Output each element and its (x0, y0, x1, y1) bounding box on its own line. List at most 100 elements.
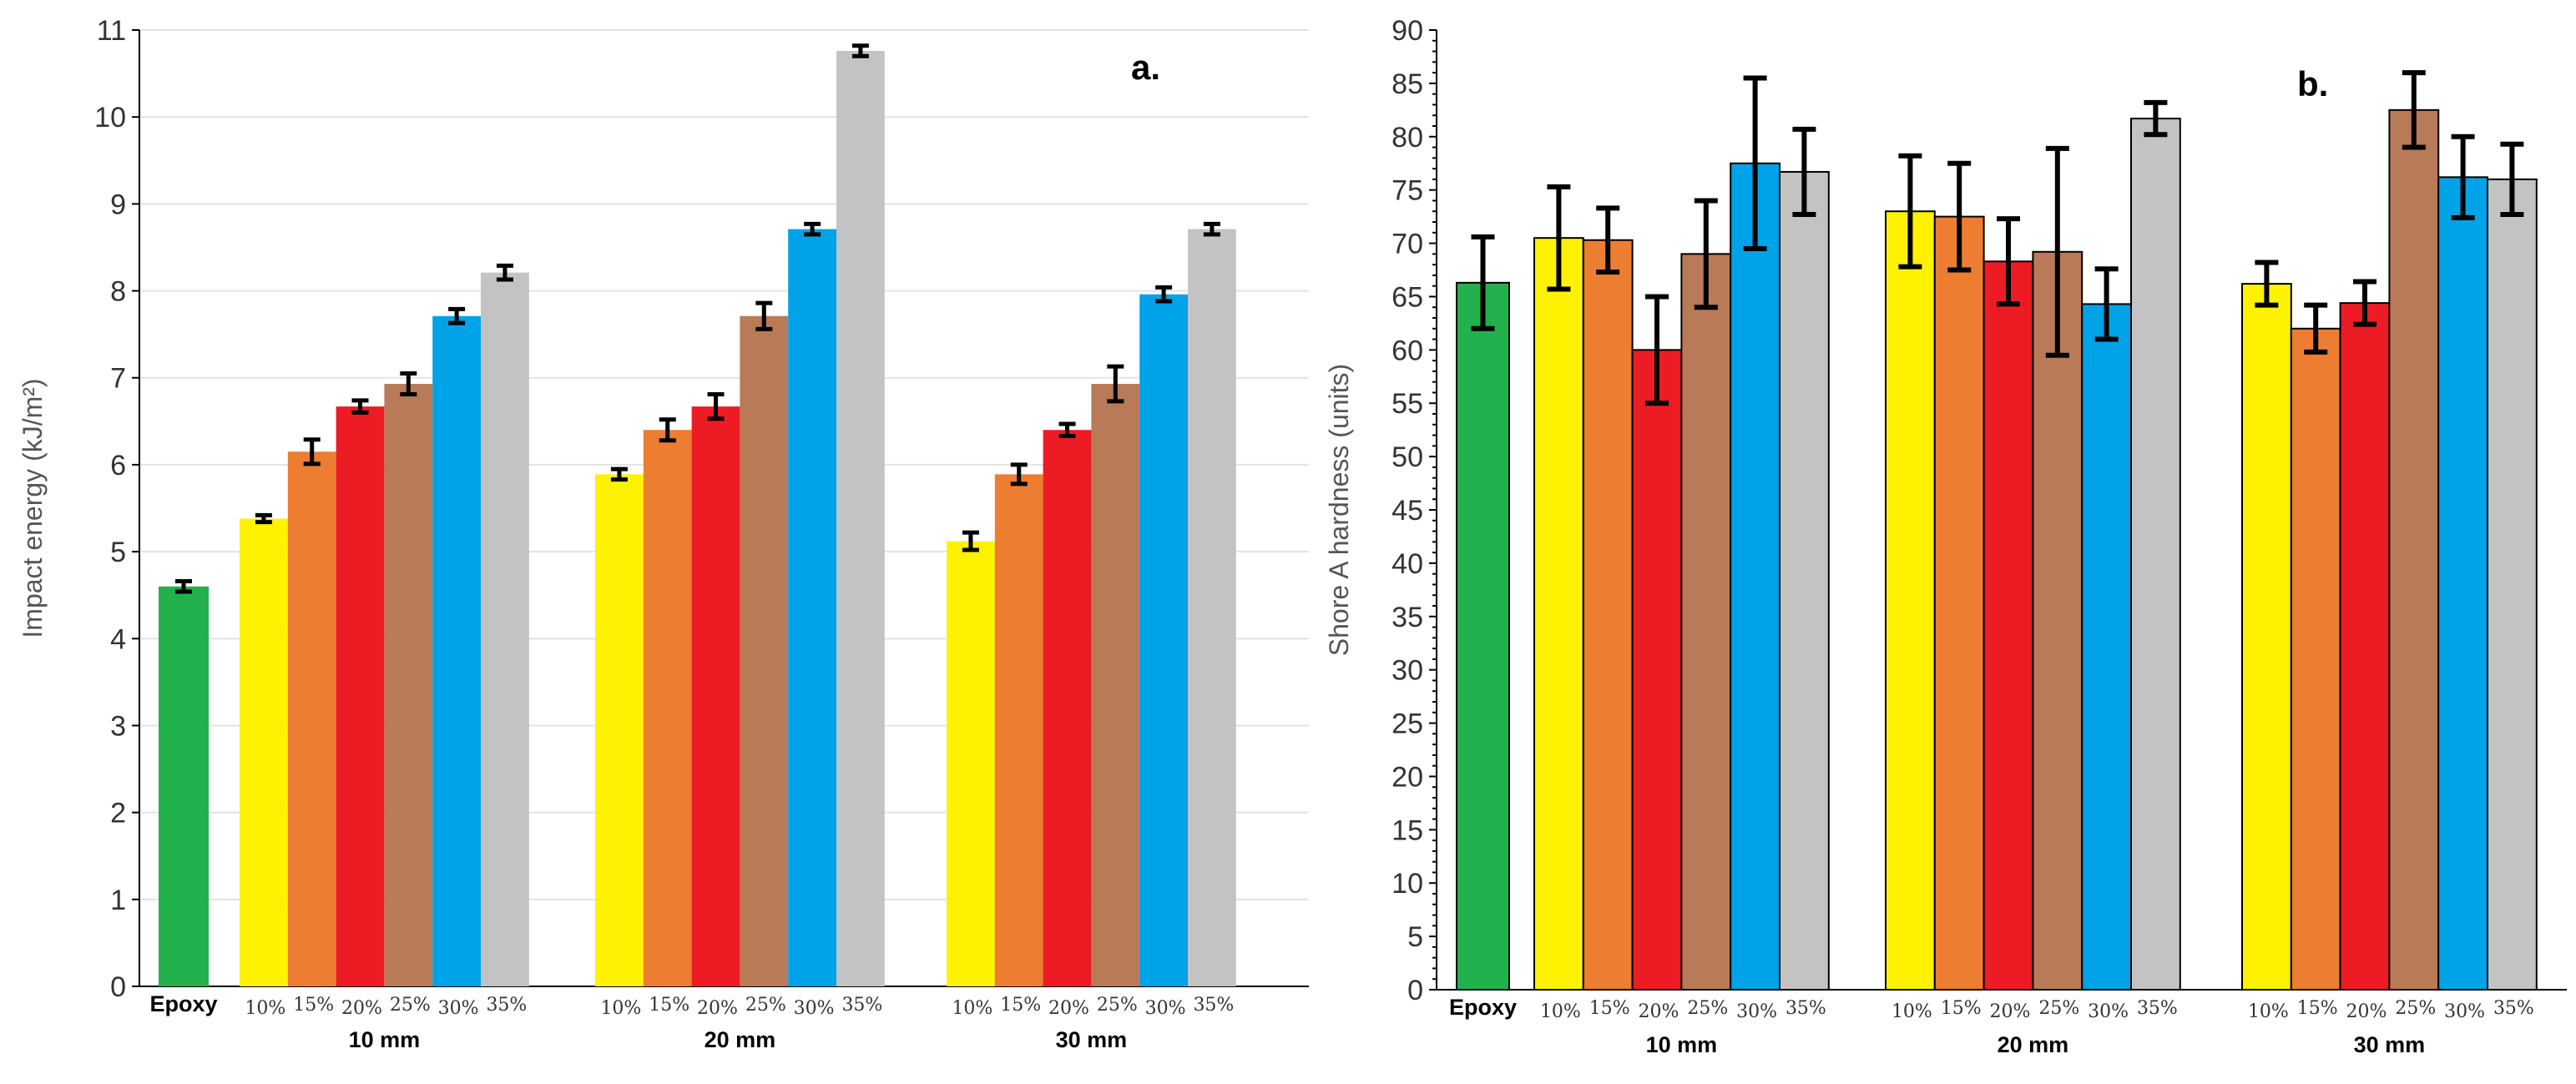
bar-10mm-20pct (336, 406, 385, 986)
percent-label: 25% (2038, 998, 2079, 1019)
percent-label: 35% (2493, 998, 2534, 1019)
percent-label: 30% (2088, 1001, 2129, 1022)
percent-label: 30% (438, 998, 479, 1019)
group-label: 10 mm (1646, 1032, 1718, 1057)
bar-epoxy (1456, 281, 1510, 991)
percent-label: 20% (697, 998, 738, 1019)
bar-10mm-10pct (1533, 237, 1584, 991)
bar-20mm-10pct (595, 474, 644, 986)
y-tick-label: 1 (110, 885, 126, 916)
bar-30mm-15pct (2290, 327, 2341, 991)
bar-30mm-10pct (947, 541, 995, 986)
y-tick-label: 45 (1392, 495, 1423, 527)
percent-label: 15% (2297, 998, 2338, 1019)
percent-label: 25% (1097, 995, 1138, 1016)
y-axis-title: Impact energy (kJ/m²) (18, 378, 48, 638)
y-tick-label: 75 (1392, 175, 1423, 207)
category-label-epoxy: Epoxy (1449, 995, 1517, 1020)
bar-30mm-35pct (1188, 229, 1236, 986)
y-axis-title: Shore A hardness (units) (1324, 364, 1354, 656)
y-tick-label: 10 (1392, 868, 1423, 900)
y-tick-label: 3 (110, 710, 126, 742)
bar-30mm-25pct (1091, 384, 1140, 986)
y-tick-label: 60 (1392, 335, 1423, 366)
bar-30mm-30pct (2437, 176, 2488, 991)
y-tick-label: 0 (110, 971, 126, 1003)
percent-label: 20% (1639, 1001, 1679, 1022)
percent-label: 10% (1892, 1001, 1932, 1022)
percent-label: 15% (1589, 998, 1630, 1019)
y-tick-label: 2 (110, 798, 126, 829)
bar-30mm-15pct (994, 474, 1043, 986)
percent-label: 10% (952, 998, 993, 1019)
bar-10mm-30pct (432, 315, 481, 986)
percent-label: 30% (1145, 998, 1186, 1019)
bar-10mm-25pct (1680, 253, 1732, 991)
percent-label: 25% (1687, 998, 1728, 1019)
y-tick-label: 50 (1392, 441, 1423, 473)
percent-label: 10% (245, 998, 285, 1019)
bar-20mm-30pct (788, 229, 836, 986)
y-tick-label: 10 (94, 102, 126, 134)
percent-label: 30% (2444, 1001, 2485, 1022)
y-tick-label: 65 (1392, 281, 1423, 313)
group-label: 10 mm (349, 1027, 421, 1052)
chart-panel-b: 0 5 10 15 20 25 30 35 40 45 50 55 60 65 70 75 80 85 90 Shor… (1324, 15, 2567, 1057)
y-tick-label: 9 (110, 189, 126, 220)
percent-label: 15% (1941, 998, 1982, 1019)
bar-10mm-15pct (1582, 239, 1634, 991)
bar-20mm-15pct (643, 430, 692, 986)
percent-label: 15% (1000, 995, 1041, 1016)
bar-20mm-25pct (2032, 250, 2084, 991)
percent-label: 35% (1193, 995, 1234, 1016)
percent-label: 10% (1540, 1001, 1581, 1022)
bar-30mm-30pct (1139, 294, 1188, 986)
bar-10mm-25pct (384, 384, 433, 986)
y-tick-label: 5 (1407, 921, 1423, 953)
y-tick-label: 7 (110, 363, 126, 395)
bar-10mm-15pct (287, 451, 336, 986)
percent-label: 25% (745, 995, 786, 1016)
group-label: 30 mm (2354, 1032, 2426, 1057)
percent-label: 35% (2137, 998, 2178, 1019)
panel-label: a. (1131, 48, 1160, 87)
y-tick-label: 85 (1392, 68, 1423, 100)
bar-20mm-20pct (691, 406, 740, 986)
y-tick-label: 5 (110, 537, 126, 568)
bar-20mm-35pct (2130, 118, 2181, 991)
y-tick-label: 40 (1392, 548, 1423, 580)
percent-label: 35% (841, 995, 882, 1016)
y-tick-label: 55 (1392, 388, 1423, 420)
bar-10mm-30pct (1730, 162, 1780, 991)
y-tick-label: 0 (1407, 975, 1423, 1006)
percent-label: 15% (649, 995, 689, 1016)
bar-10mm-35pct (481, 272, 529, 987)
percent-label: 35% (1786, 998, 1826, 1019)
group-label: 30 mm (1056, 1027, 1128, 1052)
percent-label: 35% (486, 995, 527, 1016)
bar-30mm-20pct (1043, 430, 1092, 986)
percent-label: 25% (390, 995, 431, 1016)
panel-label: b. (2297, 64, 2328, 103)
y-tick-label: 4 (110, 623, 126, 655)
bar-30mm-10pct (2241, 283, 2292, 991)
y-tick-label: 6 (110, 450, 126, 481)
bar-30mm-20pct (2339, 302, 2391, 991)
y-tick-label: 80 (1392, 122, 1423, 154)
chart-panel-a: 0 1 2 3 4 5 6 7 8 9 10 11 Impact energy (kJ/m²) a. Epo… (18, 15, 1309, 1052)
percent-label: 10% (2248, 1001, 2289, 1022)
y-tick-label: 70 (1392, 229, 1423, 260)
percent-label: 10% (600, 998, 641, 1019)
y-tick-label: 90 (1392, 15, 1423, 47)
group-label: 20 mm (1998, 1032, 2069, 1057)
percent-label: 30% (1736, 1001, 1777, 1022)
bar-20mm-20pct (1983, 260, 2034, 991)
bar-20mm-15pct (1933, 215, 1985, 991)
y-tick-label: 25 (1392, 708, 1423, 740)
bar-30mm-35pct (2487, 178, 2538, 991)
bar-10mm-10pct (240, 518, 288, 986)
bar-20mm-30pct (2081, 303, 2132, 991)
percent-label: 20% (1048, 998, 1089, 1019)
bar-10mm-35pct (1779, 170, 1830, 991)
